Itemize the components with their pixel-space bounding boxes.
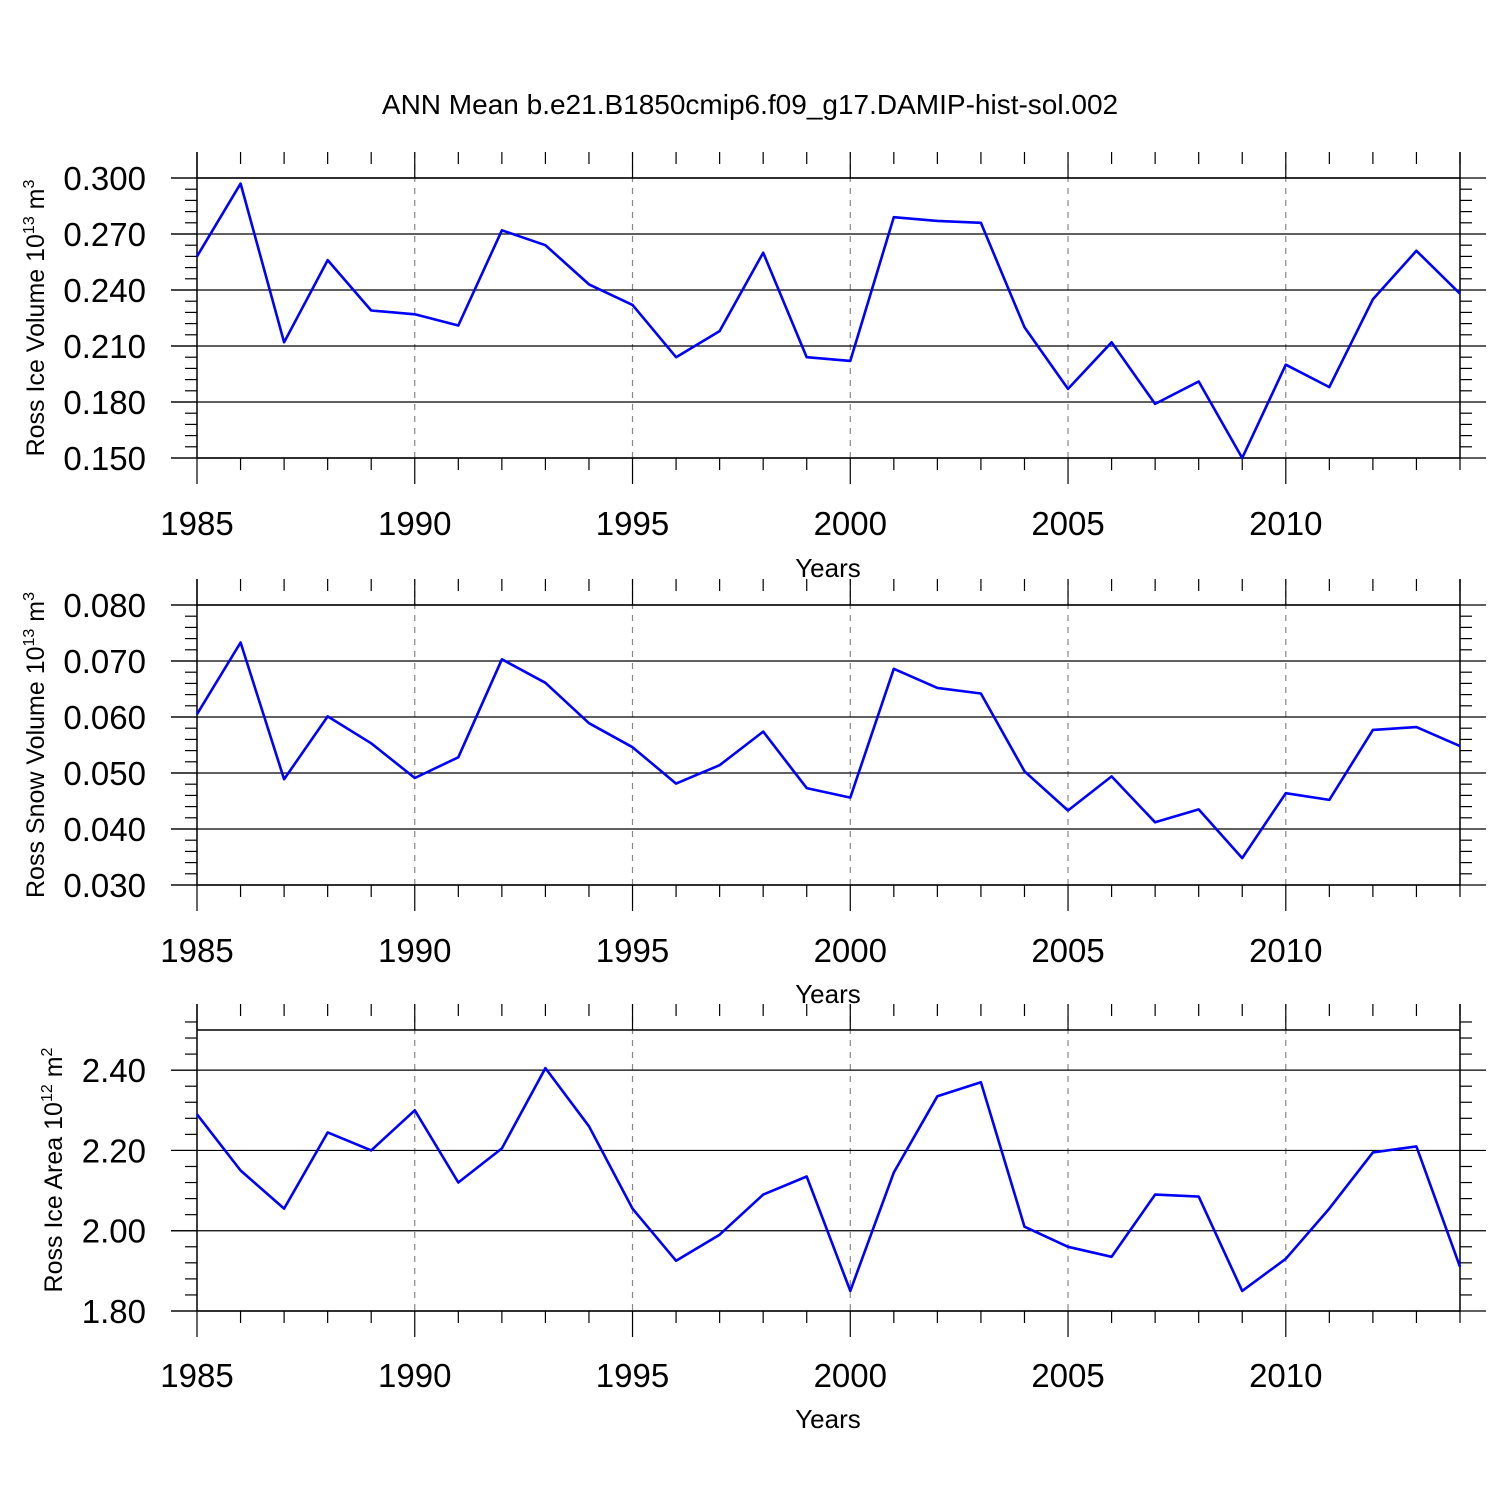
- ice-volume-ytick-label: 0.270: [63, 216, 146, 253]
- ice-volume-xtick-label: 2000: [814, 505, 887, 542]
- ice-area-panel: Ross Ice Area 1012 m2 Years 1985 1990 1995…: [39, 1004, 1486, 1434]
- ice-volume-panel: Ross Ice Volume 1013 m3 Years 1985 1990 19…: [21, 152, 1486, 583]
- ice-area-xtick-label: 2010: [1249, 1357, 1322, 1394]
- ice-area-ytick-label: 1.80: [82, 1293, 146, 1330]
- snow-volume-ytick-label: 0.040: [63, 811, 146, 848]
- snow-volume-ytick-label: 0.080: [63, 587, 146, 624]
- ice-volume-ytick-label: 0.180: [63, 384, 146, 421]
- ice-volume-xtick-label: 1990: [378, 505, 451, 542]
- ice-area-ylabel: Ross Ice Area 1012 m2: [39, 1047, 68, 1292]
- ice-area-xtick-label: 1990: [378, 1357, 451, 1394]
- snow-volume-ytick-label: 0.050: [63, 755, 146, 792]
- ice-area-xtick-label: 1985: [160, 1357, 233, 1394]
- ice-volume-ytick-label: 0.300: [63, 160, 146, 197]
- snow-volume-xtick-label: 2005: [1031, 932, 1104, 969]
- ice-area-xtick-label: 1995: [596, 1357, 669, 1394]
- snow-volume-xtick-label: 1990: [378, 932, 451, 969]
- ice-volume-series-line: [195, 182, 1461, 460]
- ice-volume-xtick-label: 2005: [1031, 505, 1104, 542]
- snow-volume-series-line: [195, 641, 1461, 860]
- snow-volume-ytick-label: 0.060: [63, 699, 146, 736]
- ice-area-ytick-label: 2.00: [82, 1213, 146, 1250]
- ice-volume-xtick-label: 1995: [596, 505, 669, 542]
- ice-volume-ylabel: Ross Ice Volume 1013 m3: [21, 179, 50, 456]
- ice-volume-xlabel: Years: [795, 553, 861, 583]
- ice-area-xlabel: Years: [795, 1404, 861, 1434]
- snow-volume-ytick-label: 0.030: [63, 867, 146, 904]
- ice-volume-ytick-label: 0.240: [63, 272, 146, 309]
- snow-volume-ylabel: Ross Snow Volume 1013 m3: [21, 592, 50, 898]
- ice-volume-ytick-label: 0.210: [63, 328, 146, 365]
- ice-volume-ytick-label: 0.150: [63, 440, 146, 477]
- snow-volume-xtick-label: 2000: [814, 932, 887, 969]
- snow-volume-ytick-label: 0.070: [63, 643, 146, 680]
- ice-area-ytick-label: 2.40: [82, 1052, 146, 1089]
- snow-volume-xlabel: Years: [795, 979, 861, 1009]
- snow-volume-xtick-label: 1985: [160, 932, 233, 969]
- ice-area-ytick-label: 2.20: [82, 1132, 146, 1169]
- ice-area-series-line: [195, 1066, 1462, 1293]
- ice-volume-xtick-label: 2010: [1249, 505, 1322, 542]
- snow-volume-panel: Ross Snow Volume 1013 m3 Years 1985 1990 1…: [21, 579, 1486, 1009]
- ice-area-xtick-label: 2005: [1031, 1357, 1104, 1394]
- figure-title: ANN Mean b.e21.B1850cmip6.f09_g17.DAMIP-…: [382, 89, 1118, 120]
- snow-volume-xtick-label: 2010: [1249, 932, 1322, 969]
- ice-volume-xtick-label: 1985: [160, 505, 233, 542]
- snow-volume-xtick-label: 1995: [596, 932, 669, 969]
- ice-area-xtick-label: 2000: [814, 1357, 887, 1394]
